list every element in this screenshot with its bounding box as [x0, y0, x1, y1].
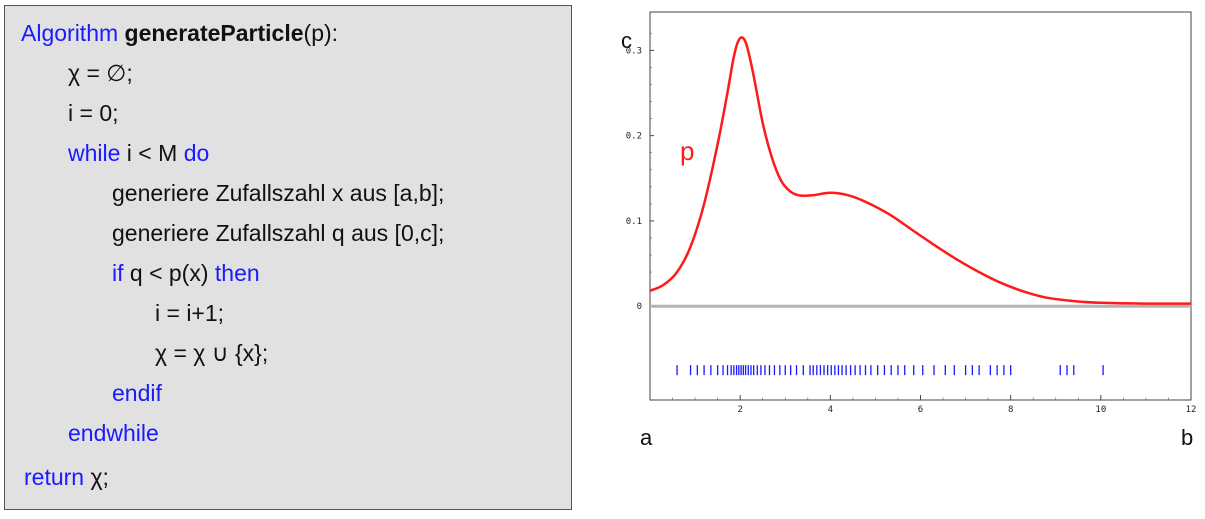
code-line-while: while i < M do	[68, 142, 209, 165]
x-tick-label: 4	[828, 405, 833, 415]
label-b: b	[1181, 425, 1193, 450]
x-tick-label: 12	[1186, 405, 1197, 415]
if-condition: q < p(x)	[123, 260, 215, 286]
function-args: (p):	[303, 20, 339, 46]
sample-marks	[676, 365, 1104, 376]
code-line-union: χ = χ ∪ {x};	[155, 340, 269, 366]
keyword-endif: endif	[112, 380, 162, 406]
function-name: generateParticle	[124, 20, 304, 46]
y-tick-label: 0	[637, 302, 642, 312]
label-a: a	[640, 425, 653, 450]
code-line-init-i: i = 0;	[68, 100, 119, 126]
code-line-return: return χ;	[24, 466, 109, 489]
return-value: χ;	[84, 464, 109, 490]
code-line-if: if q < p(x) then	[112, 262, 260, 285]
keyword-if: if	[112, 260, 124, 286]
keyword-while: while	[68, 140, 121, 166]
algorithm-header: Algorithm generateParticle(p):	[21, 22, 338, 45]
keyword-do: do	[183, 140, 210, 166]
while-condition: i < M	[120, 140, 184, 166]
algorithm-box: Algorithm generateParticle(p): χ = ∅; i …	[4, 5, 572, 510]
keyword-algorithm: Algorithm	[21, 20, 119, 46]
x-tick-label: 10	[1095, 405, 1106, 415]
y-tick-label: 0.3	[626, 46, 642, 56]
y-tick-label: 0.2	[626, 132, 642, 142]
y-axis: 0 0.1 0.2 0.3	[626, 32, 654, 312]
code-line-init-chi: χ = ∅;	[68, 60, 133, 86]
keyword-then: then	[214, 260, 260, 286]
x-tick-label: 2	[737, 405, 742, 415]
curve-label-p: p	[680, 136, 694, 166]
y-tick-label: 0.1	[626, 217, 642, 227]
keyword-return: return	[24, 464, 85, 490]
density-curve	[649, 36, 1192, 305]
x-tick-label: 8	[1008, 405, 1013, 415]
x-axis: 2 4 6 8 10 12	[672, 395, 1197, 415]
code-line-increment: i = i+1;	[155, 300, 225, 326]
x-tick-label: 6	[918, 405, 923, 415]
label-c: c	[621, 28, 632, 53]
keyword-endwhile: endwhile	[68, 420, 159, 446]
code-line-random-x: generiere Zufallszahl x aus [a,b];	[112, 180, 445, 206]
code-line-random-q: generiere Zufallszahl q aus [0,c];	[112, 220, 445, 246]
